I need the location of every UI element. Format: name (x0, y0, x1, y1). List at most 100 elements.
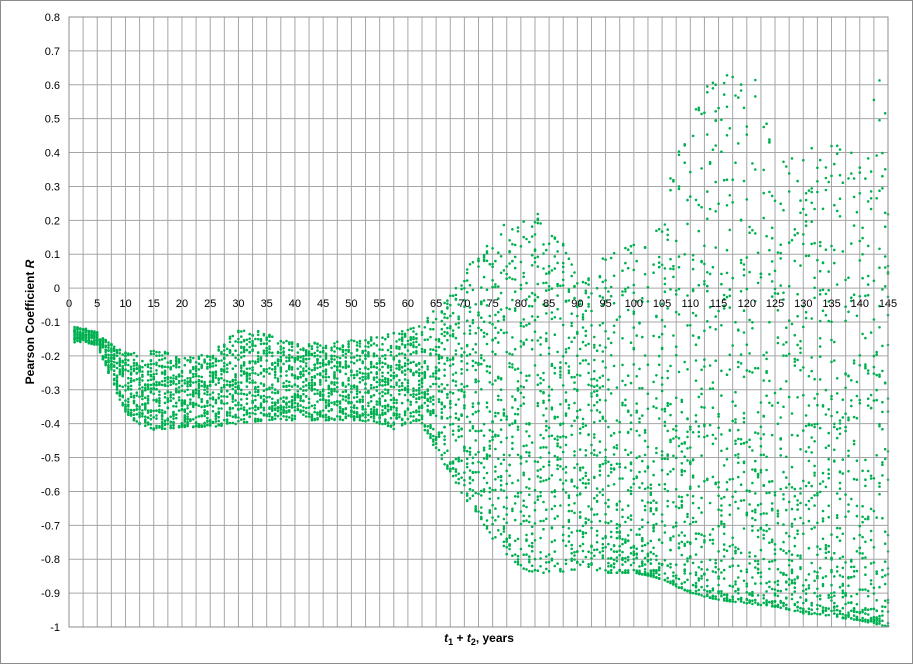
data-point (568, 407, 571, 410)
data-point (234, 391, 237, 394)
data-point (308, 398, 311, 401)
data-point (491, 516, 494, 519)
data-point (568, 510, 571, 513)
data-point (223, 379, 226, 382)
data-point (474, 391, 477, 394)
data-point (497, 285, 500, 288)
data-point (198, 368, 201, 371)
data-point (751, 321, 754, 324)
data-point (751, 229, 754, 232)
data-point (240, 389, 243, 392)
data-point (678, 542, 681, 545)
data-point (353, 407, 356, 410)
data-point (672, 268, 675, 271)
data-point (630, 514, 633, 517)
data-point (401, 385, 404, 388)
data-point (692, 521, 695, 524)
data-point (709, 387, 712, 390)
data-point (370, 336, 373, 339)
data-point (184, 426, 187, 429)
data-point (497, 341, 500, 344)
data-point (271, 352, 274, 355)
data-point (387, 389, 390, 392)
data-point (124, 364, 127, 367)
data-point (675, 457, 678, 460)
data-point (364, 355, 367, 358)
data-point (463, 391, 466, 394)
data-point (150, 378, 153, 381)
data-point (700, 260, 703, 263)
data-point (418, 325, 421, 328)
data-point (220, 373, 223, 376)
data-point (226, 411, 229, 414)
data-point (590, 310, 593, 313)
data-point (367, 346, 370, 349)
data-point (322, 370, 325, 373)
data-point (644, 573, 647, 576)
data-point (675, 397, 678, 400)
data-point (692, 592, 695, 595)
data-point (472, 462, 475, 465)
data-point (328, 385, 331, 388)
data-point (257, 389, 260, 392)
data-point (692, 254, 695, 257)
data-point (441, 328, 444, 331)
data-point (237, 408, 240, 411)
data-point (393, 399, 396, 402)
data-point (743, 268, 746, 271)
data-point (85, 340, 88, 343)
data-point (141, 403, 144, 406)
data-point (418, 372, 421, 375)
data-point (353, 340, 356, 343)
data-point (587, 404, 590, 407)
data-point (466, 354, 469, 357)
data-point (167, 407, 170, 410)
data-point (664, 410, 667, 413)
data-point (466, 344, 469, 347)
data-point (556, 294, 559, 297)
data-point (751, 603, 754, 606)
data-point (116, 376, 119, 379)
data-point (754, 232, 757, 235)
data-point (712, 266, 715, 269)
data-point (158, 365, 161, 368)
data-point (534, 558, 537, 561)
data-point (432, 375, 435, 378)
data-point (398, 393, 401, 396)
data-point (443, 435, 446, 438)
data-point (700, 497, 703, 500)
data-point (401, 424, 404, 427)
data-point (226, 421, 229, 424)
data-point (449, 364, 452, 367)
data-point (480, 462, 483, 465)
data-point (491, 439, 494, 442)
data-point (681, 469, 684, 472)
data-point (192, 418, 195, 421)
data-point (426, 398, 429, 401)
data-point (511, 422, 514, 425)
data-point (652, 574, 655, 577)
data-point (525, 486, 528, 489)
data-point (446, 464, 449, 467)
data-point (130, 409, 133, 412)
data-point (263, 342, 266, 345)
data-point (150, 414, 153, 417)
data-point (698, 431, 701, 434)
data-point (361, 395, 364, 398)
data-point (192, 426, 195, 429)
data-point (381, 409, 384, 412)
data-point (511, 510, 514, 513)
data-point (240, 356, 243, 359)
data-point (712, 528, 715, 531)
data-point (700, 511, 703, 514)
data-point (384, 354, 387, 357)
data-point (226, 367, 229, 370)
data-point (489, 491, 492, 494)
data-point (364, 416, 367, 419)
data-point (698, 593, 701, 596)
data-point (104, 341, 107, 344)
data-point (472, 457, 475, 460)
data-point (477, 311, 480, 314)
data-point (681, 504, 684, 507)
data-point (407, 382, 410, 385)
